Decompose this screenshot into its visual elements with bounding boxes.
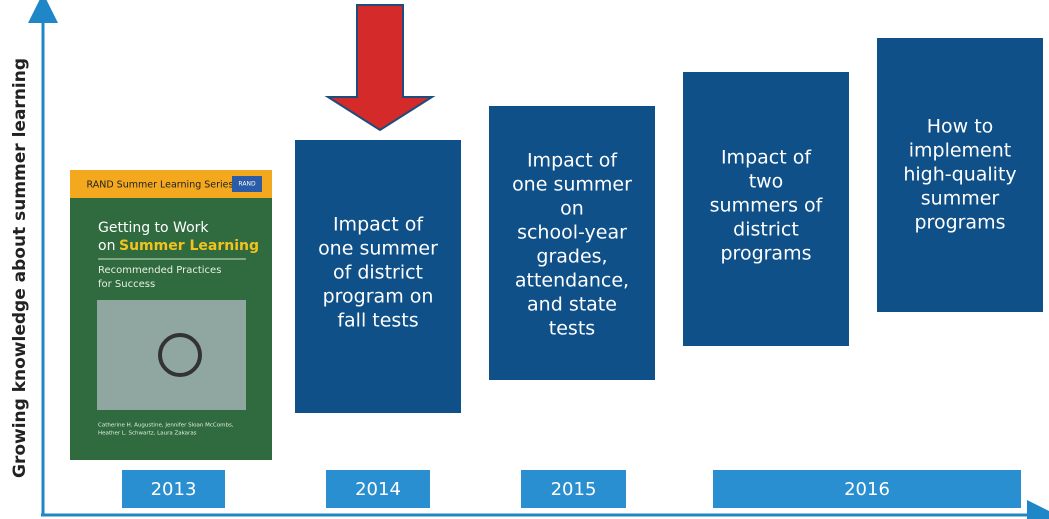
cover-series: RAND Summer Learning Series xyxy=(87,180,234,191)
finding-text: district xyxy=(733,219,799,241)
year-label: 2016 xyxy=(844,479,890,500)
year-label: 2014 xyxy=(355,479,401,500)
finding-text: one summer xyxy=(512,174,632,196)
cover-authors: Catherine H. Augustine, Jennifer Sloan M… xyxy=(98,423,234,429)
cover-title: on xyxy=(98,238,115,254)
finding-text: on xyxy=(560,198,584,220)
finding-text: How to xyxy=(927,116,994,138)
diagram: Growing knowledge about summer learning … xyxy=(0,0,1049,519)
finding-text: Impact of xyxy=(527,150,618,172)
finding-text: one summer xyxy=(318,238,438,260)
finding-text: attendance, xyxy=(515,270,629,292)
finding-text: summers of xyxy=(710,195,824,217)
finding-text: program on xyxy=(323,286,434,308)
cover-subtitle: for Success xyxy=(98,279,155,290)
highlight-arrow xyxy=(328,5,432,130)
finding-text: fall tests xyxy=(337,310,418,332)
year-label: 2015 xyxy=(551,479,597,500)
cover-title: Getting to Work xyxy=(98,220,209,236)
finding-text: grades, xyxy=(536,246,607,268)
finding-text: high-quality xyxy=(903,164,1016,186)
cover-title-highlight: Summer Learning xyxy=(119,238,259,254)
year-label: 2013 xyxy=(151,479,197,500)
finding-text: programs xyxy=(720,243,811,265)
finding-text: Impact of xyxy=(333,214,424,236)
cover-authors: Heather L. Schwartz, Laura Zakaras xyxy=(98,431,197,437)
finding-text: Impact of xyxy=(721,147,812,169)
axis-label: Growing knowledge about summer learning xyxy=(10,58,30,478)
finding-text: of district xyxy=(333,262,423,284)
cover-logo: RAND xyxy=(238,181,256,188)
finding-text: two xyxy=(749,171,784,193)
book-cover: RAND Summer Learning Series RAND Getting… xyxy=(70,170,272,460)
finding-text: and state xyxy=(527,294,617,316)
finding-text: implement xyxy=(909,140,1012,162)
cover-photo xyxy=(97,300,246,410)
cover-subtitle: Recommended Practices xyxy=(98,265,221,276)
finding-text: programs xyxy=(914,212,1005,234)
finding-text: summer xyxy=(921,188,1000,210)
finding-text: tests xyxy=(549,318,595,340)
finding-text: school-year xyxy=(517,222,627,244)
